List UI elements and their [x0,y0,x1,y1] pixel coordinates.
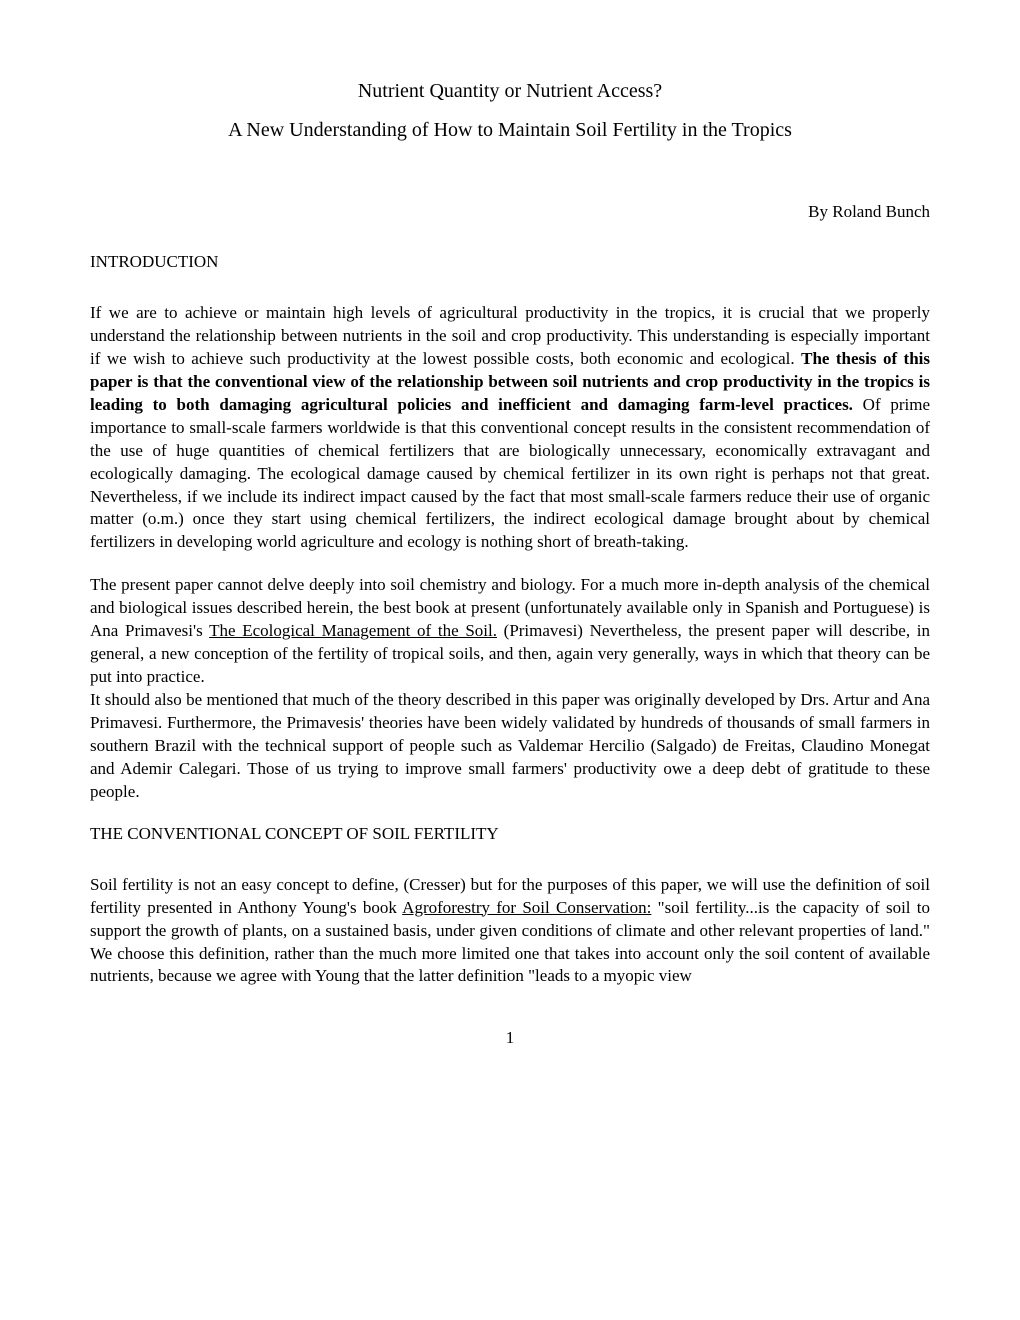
intro-p1-text-post: Of prime importance to small-scale farme… [90,395,930,552]
concept-p1-book-title-underline: Agroforestry for Soil Conservation: [402,898,651,917]
document-title-line1: Nutrient Quantity or Nutrient Access? [90,80,930,103]
concept-paragraph-1: Soil fertility is not an easy concept to… [90,874,930,989]
page-number: 1 [90,1028,930,1048]
intro-paragraph-2: The present paper cannot delve deeply in… [90,574,930,689]
section-header-conventional-concept: THE CONVENTIONAL CONCEPT OF SOIL FERTILI… [90,824,930,844]
intro-paragraph-1: If we are to achieve or maintain high le… [90,302,930,554]
document-author: By Roland Bunch [90,202,930,222]
document-title-line2: A New Understanding of How to Maintain S… [90,119,930,142]
intro-p2-book-title-underline: The Ecological Management of the Soil. [209,621,497,640]
intro-paragraph-3: It should also be mentioned that much of… [90,689,930,804]
section-header-introduction: INTRODUCTION [90,252,930,272]
